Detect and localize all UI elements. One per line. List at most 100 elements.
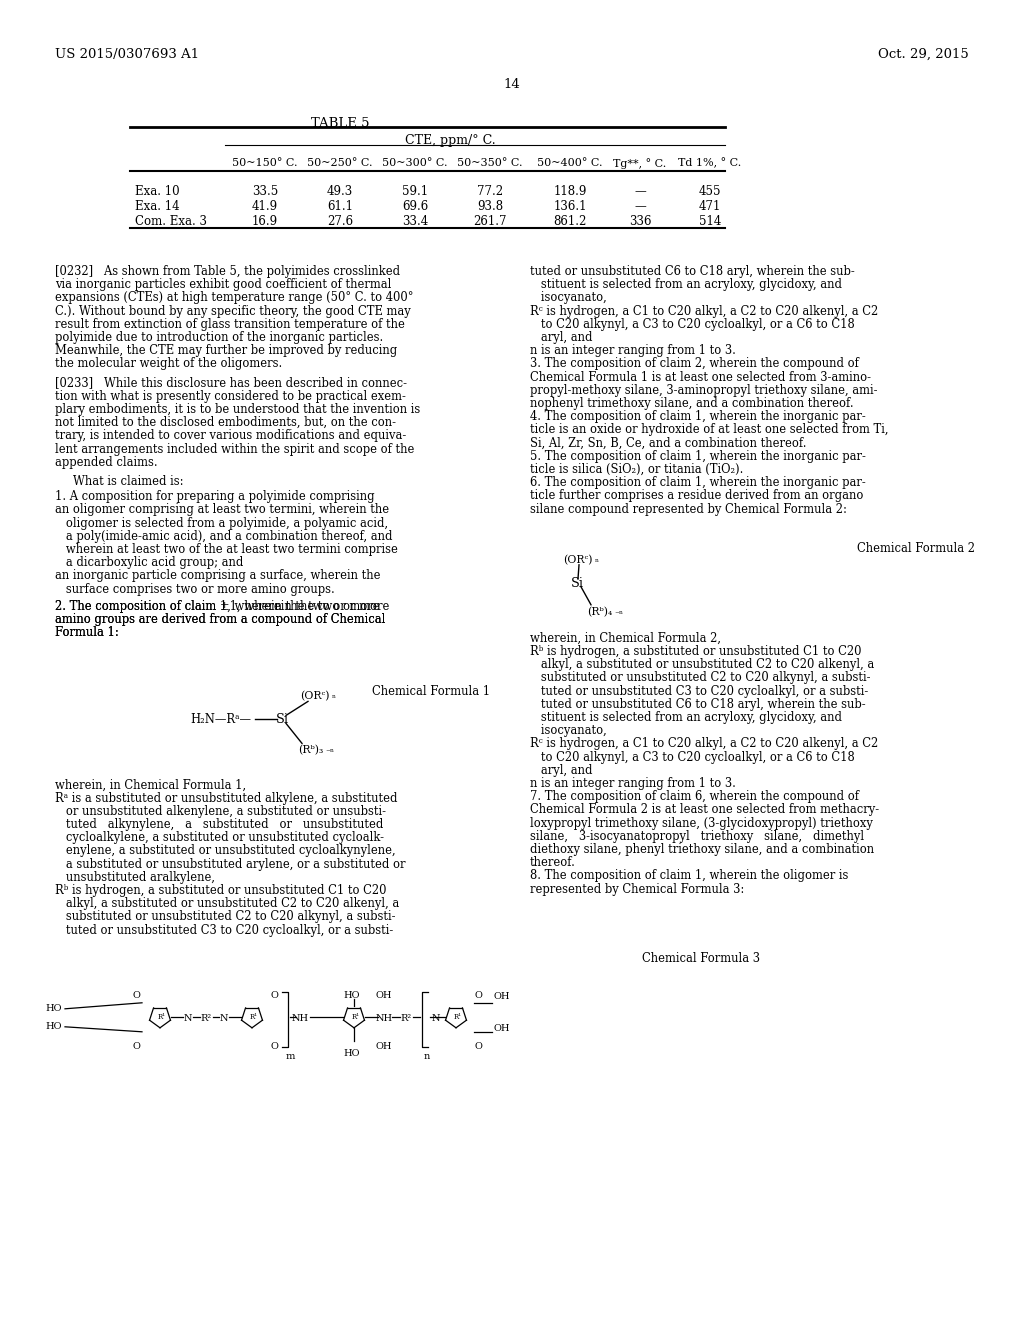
Text: 455: 455 bbox=[698, 185, 721, 198]
Text: 50~150° C.: 50~150° C. bbox=[232, 158, 298, 168]
Text: 4. The composition of claim 1, wherein the inorganic par-: 4. The composition of claim 1, wherein t… bbox=[530, 411, 865, 424]
Text: isocyanato,: isocyanato, bbox=[530, 725, 607, 737]
Text: NH: NH bbox=[376, 1014, 392, 1023]
Text: N: N bbox=[220, 1014, 228, 1023]
Text: tuted or unsubstituted C3 to C20 cycloalkyl, or a substi-: tuted or unsubstituted C3 to C20 cycloal… bbox=[530, 685, 868, 697]
Text: ticle is an oxide or hydroxide of at least one selected from Ti,: ticle is an oxide or hydroxide of at lea… bbox=[530, 424, 889, 437]
Text: amino groups are derived from a compound of Chemical: amino groups are derived from a compound… bbox=[55, 612, 385, 626]
Text: [0232]   As shown from Table 5, the polyimides crosslinked: [0232] As shown from Table 5, the polyim… bbox=[55, 265, 400, 279]
Text: Formula 1:: Formula 1: bbox=[55, 626, 119, 639]
Text: NH: NH bbox=[292, 1014, 308, 1023]
Text: cycloalkylene, a substituted or unsubstituted cycloalk-: cycloalkylene, a substituted or unsubsti… bbox=[55, 832, 384, 845]
Text: O: O bbox=[132, 991, 140, 999]
Text: oligomer is selected from a polyimide, a polyamic acid,: oligomer is selected from a polyimide, a… bbox=[55, 516, 388, 529]
Text: expansions (CTEs) at high temperature range (50° C. to 400°: expansions (CTEs) at high temperature ra… bbox=[55, 292, 414, 305]
Text: represented by Chemical Formula 3:: represented by Chemical Formula 3: bbox=[530, 883, 744, 895]
Text: lent arrangements included within the spirit and scope of the: lent arrangements included within the sp… bbox=[55, 442, 415, 455]
Text: Meanwhile, the CTE may further be improved by reducing: Meanwhile, the CTE may further be improv… bbox=[55, 345, 397, 358]
Text: (Rᵇ)₃: (Rᵇ)₃ bbox=[298, 746, 324, 756]
Text: (Rᵇ)₄: (Rᵇ)₄ bbox=[587, 607, 612, 618]
Text: tuted or unsubstituted C3 to C20 cycloalkyl, or a substi-: tuted or unsubstituted C3 to C20 cycloal… bbox=[55, 924, 393, 937]
Text: R¹: R¹ bbox=[158, 1012, 166, 1020]
Text: O: O bbox=[474, 1041, 482, 1051]
Text: Chemical Formula 1 is at least one selected from 3-amino-: Chemical Formula 1 is at least one selec… bbox=[530, 371, 871, 384]
Text: 514: 514 bbox=[698, 215, 721, 228]
Text: 861.2: 861.2 bbox=[553, 215, 587, 228]
Text: diethoxy silane, phenyl triethoxy silane, and a combination: diethoxy silane, phenyl triethoxy silane… bbox=[530, 843, 874, 855]
Text: ticle further comprises a residue derived from an organo: ticle further comprises a residue derive… bbox=[530, 490, 863, 503]
Text: nophenyl trimethoxy silane, and a combination thereof.: nophenyl trimethoxy silane, and a combin… bbox=[530, 397, 854, 411]
Text: Rᵇ is hydrogen, a substituted or unsubstituted C1 to C20: Rᵇ is hydrogen, a substituted or unsubst… bbox=[530, 645, 861, 657]
Text: 3. The composition of claim 2, wherein the compound of: 3. The composition of claim 2, wherein t… bbox=[530, 358, 859, 371]
Text: surface comprises two or more amino groups.: surface comprises two or more amino grou… bbox=[55, 582, 335, 595]
Text: Si: Si bbox=[571, 577, 584, 590]
Text: silane compound represented by Chemical Formula 2:: silane compound represented by Chemical … bbox=[530, 503, 847, 516]
Text: O: O bbox=[132, 1041, 140, 1051]
Text: Rᵃ is a substituted or unsubstituted alkylene, a substituted: Rᵃ is a substituted or unsubstituted alk… bbox=[55, 792, 397, 805]
Text: 93.8: 93.8 bbox=[477, 201, 503, 213]
Text: to C20 alkynyl, a C3 to C20 cycloalkyl, or a C6 to C18: to C20 alkynyl, a C3 to C20 cycloalkyl, … bbox=[530, 751, 855, 763]
Text: isocyanato,: isocyanato, bbox=[530, 292, 607, 305]
Text: 61.1: 61.1 bbox=[327, 201, 353, 213]
Text: propyl-methoxy silane, 3-aminopropyl triethoxy silane, ami-: propyl-methoxy silane, 3-aminopropyl tri… bbox=[530, 384, 878, 397]
Text: trary, is intended to cover various modifications and equiva-: trary, is intended to cover various modi… bbox=[55, 429, 407, 442]
Text: O: O bbox=[474, 991, 482, 999]
Text: an oligomer comprising at least two termini, wherein the: an oligomer comprising at least two term… bbox=[55, 503, 389, 516]
Text: Chemical Formula 2: Chemical Formula 2 bbox=[857, 541, 975, 554]
Text: TABLE 5: TABLE 5 bbox=[310, 117, 370, 129]
Text: 2. The composition of claim 1, wherein the two or more: 2. The composition of claim 1, wherein t… bbox=[55, 599, 380, 612]
Text: aryl, and: aryl, and bbox=[530, 331, 593, 345]
Text: 7. The composition of claim 6, wherein the compound of: 7. The composition of claim 6, wherein t… bbox=[530, 791, 859, 803]
Text: 33.4: 33.4 bbox=[401, 215, 428, 228]
Text: Chemical Formula 1: Chemical Formula 1 bbox=[372, 685, 490, 698]
Text: appended claims.: appended claims. bbox=[55, 455, 158, 469]
Text: 50~300° C.: 50~300° C. bbox=[382, 158, 447, 168]
Text: HO: HO bbox=[344, 991, 360, 999]
Text: 1. A composition for preparing a polyimide comprising: 1. A composition for preparing a polyimi… bbox=[55, 490, 375, 503]
Text: not limited to the disclosed embodiments, but, on the con-: not limited to the disclosed embodiments… bbox=[55, 416, 396, 429]
Text: wherein at least two of the at least two termini comprise: wherein at least two of the at least two… bbox=[55, 543, 398, 556]
Text: 136.1: 136.1 bbox=[553, 201, 587, 213]
Text: 336: 336 bbox=[629, 215, 651, 228]
Text: 59.1: 59.1 bbox=[402, 185, 428, 198]
Text: (ORᶜ): (ORᶜ) bbox=[300, 692, 330, 702]
Text: Rᶜ is hydrogen, a C1 to C20 alkyl, a C2 to C20 alkenyl, a C2: Rᶜ is hydrogen, a C1 to C20 alkyl, a C2 … bbox=[530, 305, 879, 318]
Text: unsubstituted aralkylene,: unsubstituted aralkylene, bbox=[55, 871, 215, 884]
Text: m: m bbox=[286, 1052, 295, 1061]
Text: ₋ₙ: ₋ₙ bbox=[614, 607, 624, 616]
Text: R¹: R¹ bbox=[454, 1012, 462, 1020]
Text: Tg**, ° C.: Tg**, ° C. bbox=[613, 158, 667, 169]
Text: 5. The composition of claim 1, wherein the inorganic par-: 5. The composition of claim 1, wherein t… bbox=[530, 450, 866, 463]
Text: polyimide due to introduction of the inorganic particles.: polyimide due to introduction of the ino… bbox=[55, 331, 383, 345]
Text: Rᶜ is hydrogen, a C1 to C20 alkyl, a C2 to C20 alkenyl, a C2: Rᶜ is hydrogen, a C1 to C20 alkyl, a C2 … bbox=[530, 738, 879, 750]
Text: 14: 14 bbox=[504, 78, 520, 91]
Text: 50~250° C.: 50~250° C. bbox=[307, 158, 373, 168]
Text: via inorganic particles exhibit good coefficient of thermal: via inorganic particles exhibit good coe… bbox=[55, 279, 391, 292]
Text: Chemical Formula 2 is at least one selected from methacry-: Chemical Formula 2 is at least one selec… bbox=[530, 804, 880, 816]
Text: tuted or unsubstituted C6 to C18 aryl, wherein the sub-: tuted or unsubstituted C6 to C18 aryl, w… bbox=[530, 265, 855, 279]
Text: Exa. 10: Exa. 10 bbox=[135, 185, 179, 198]
Text: wherein, in Chemical Formula 2,: wherein, in Chemical Formula 2, bbox=[530, 632, 721, 644]
Text: Si: Si bbox=[276, 713, 289, 726]
Text: plary embodiments, it is to be understood that the invention is: plary embodiments, it is to be understoo… bbox=[55, 403, 420, 416]
Text: 261.7: 261.7 bbox=[473, 215, 507, 228]
Text: wherein, in Chemical Formula 1,: wherein, in Chemical Formula 1, bbox=[55, 779, 246, 792]
Text: stituent is selected from an acryloxy, glycidoxy, and: stituent is selected from an acryloxy, g… bbox=[530, 711, 842, 723]
Text: HO: HO bbox=[344, 1049, 360, 1057]
Text: stituent is selected from an acryloxy, glycidoxy, and: stituent is selected from an acryloxy, g… bbox=[530, 279, 842, 292]
Text: 8. The composition of claim 1, wherein the oligomer is: 8. The composition of claim 1, wherein t… bbox=[530, 870, 848, 882]
Text: thereof.: thereof. bbox=[530, 857, 575, 869]
Text: Exa. 14: Exa. 14 bbox=[135, 201, 179, 213]
Text: 33.5: 33.5 bbox=[252, 185, 279, 198]
Text: 41.9: 41.9 bbox=[252, 201, 279, 213]
Text: 27.6: 27.6 bbox=[327, 215, 353, 228]
Text: HO: HO bbox=[45, 1022, 61, 1031]
Text: H₂N—Rᵃ—: H₂N—Rᵃ— bbox=[190, 713, 251, 726]
Text: OH: OH bbox=[376, 991, 392, 999]
Text: alkyl, a substituted or unsubstituted C2 to C20 alkenyl, a: alkyl, a substituted or unsubstituted C2… bbox=[530, 659, 874, 671]
Text: n is an integer ranging from 1 to 3.: n is an integer ranging from 1 to 3. bbox=[530, 345, 736, 358]
Text: tion with what is presently considered to be practical exem-: tion with what is presently considered t… bbox=[55, 389, 406, 403]
Text: 50~350° C.: 50~350° C. bbox=[458, 158, 522, 168]
Text: CTE, ppm/° C.: CTE, ppm/° C. bbox=[404, 135, 496, 147]
Text: or unsubstituted alkenylene, a substituted or unsubsti-: or unsubstituted alkenylene, a substitut… bbox=[55, 805, 386, 818]
